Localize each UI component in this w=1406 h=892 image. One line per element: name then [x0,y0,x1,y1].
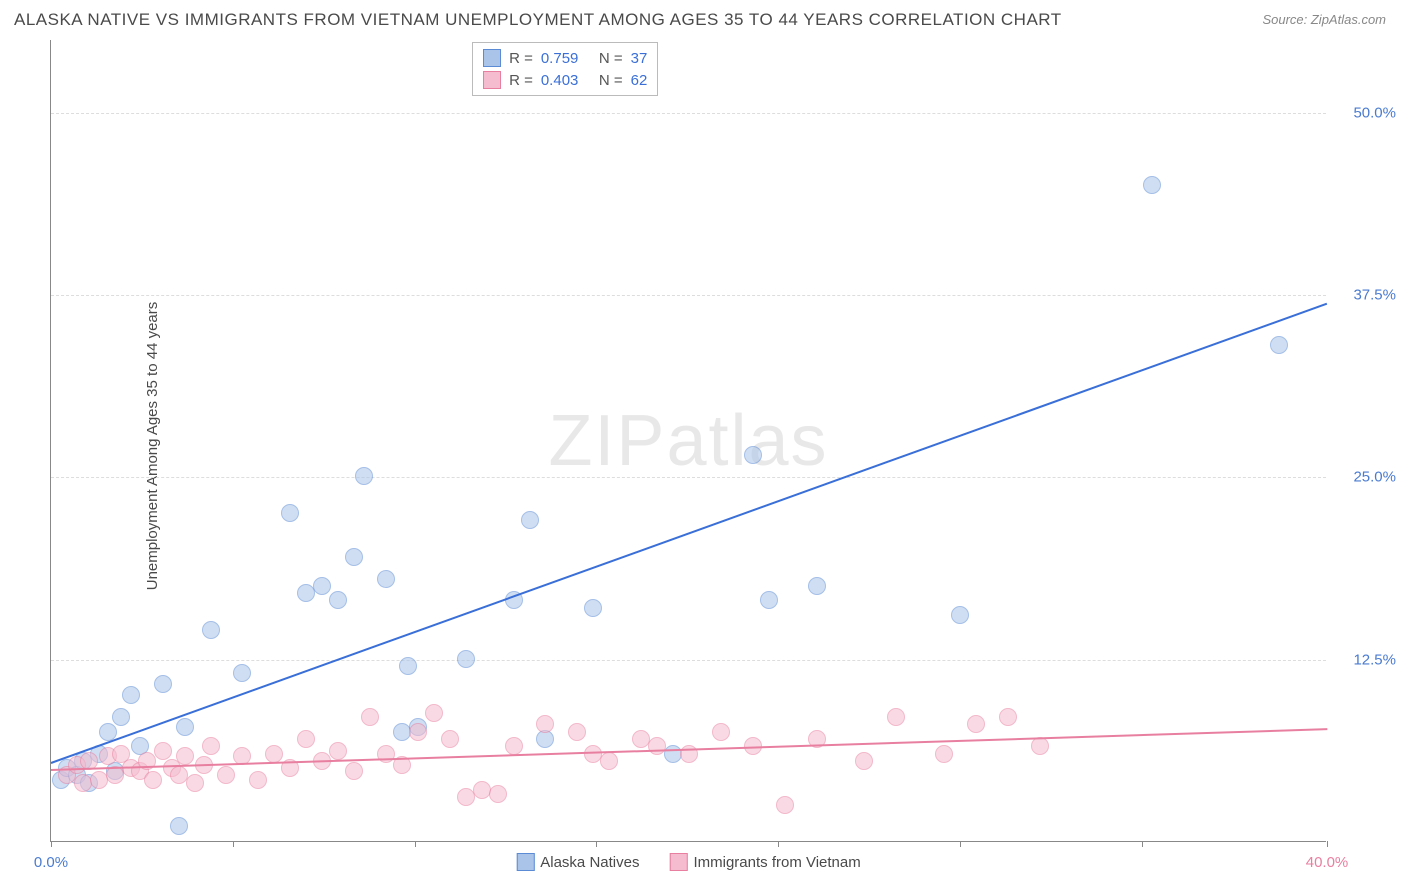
x-tick [778,841,779,847]
scatter-point [176,747,194,765]
scatter-point [648,737,666,755]
scatter-point [505,737,523,755]
scatter-point [144,771,162,789]
trend-line [51,303,1328,764]
scatter-point [935,745,953,763]
scatter-point [361,708,379,726]
legend-item: Immigrants from Vietnam [669,853,860,871]
watermark-atlas: atlas [666,401,828,481]
scatter-point [202,621,220,639]
scatter-plot-area: ZIPatlas 12.5%25.0%37.5%50.0%0.0%40.0%R … [50,40,1326,842]
scatter-point [425,704,443,722]
scatter-point [345,548,363,566]
scatter-point [233,664,251,682]
scatter-point [399,657,417,675]
scatter-point [855,752,873,770]
x-tick-label: 0.0% [34,854,68,871]
scatter-point [217,766,235,784]
legend-row: R = 0.403 N = 62 [483,69,647,91]
scatter-point [441,730,459,748]
scatter-point [1143,176,1161,194]
scatter-point [170,817,188,835]
legend-row: R = 0.759 N = 37 [483,47,647,69]
scatter-point [329,742,347,760]
x-tick [596,841,597,847]
source-attribution: Source: ZipAtlas.com [1262,12,1386,27]
x-tick [233,841,234,847]
scatter-point [409,723,427,741]
x-tick [415,841,416,847]
scatter-point [712,723,730,741]
legend-r-label: R = [509,50,533,67]
x-tick [960,841,961,847]
watermark-zip: ZIP [548,401,666,481]
legend-swatch [483,71,501,89]
legend-series-label: Alaska Natives [540,854,639,871]
scatter-point [489,785,507,803]
scatter-point [1270,336,1288,354]
legend-n-label: N = [599,72,623,89]
scatter-point [967,715,985,733]
legend-r-label: R = [509,72,533,89]
correlation-legend: R = 0.759 N = 37 R = 0.403 N = 62 [472,42,658,96]
scatter-point [265,745,283,763]
scatter-point [760,591,778,609]
scatter-point [600,752,618,770]
x-tick [1142,841,1143,847]
scatter-point [521,511,539,529]
scatter-point [176,718,194,736]
scatter-point [680,745,698,763]
scatter-point [999,708,1017,726]
y-tick-label: 37.5% [1336,287,1396,304]
scatter-point [112,708,130,726]
scatter-point [202,737,220,755]
y-tick-label: 12.5% [1336,651,1396,668]
scatter-point [887,708,905,726]
scatter-point [457,650,475,668]
legend-swatch [669,853,687,871]
y-tick-label: 25.0% [1336,469,1396,486]
scatter-point [808,577,826,595]
scatter-point [329,591,347,609]
scatter-point [355,467,373,485]
series-legend: Alaska Natives Immigrants from Vietnam [516,853,861,871]
legend-swatch [483,49,501,67]
x-tick [1327,841,1328,847]
watermark: ZIPatlas [548,400,828,482]
chart-title: ALASKA NATIVE VS IMMIGRANTS FROM VIETNAM… [14,10,1062,30]
gridline-h [51,660,1326,661]
scatter-point [744,446,762,464]
x-tick [51,841,52,847]
legend-n-label: N = [599,50,623,67]
legend-n-value: 37 [631,50,648,67]
scatter-point [345,762,363,780]
scatter-point [186,774,204,792]
scatter-point [776,796,794,814]
gridline-h [51,113,1326,114]
scatter-point [281,504,299,522]
x-tick-label: 40.0% [1306,854,1349,871]
scatter-point [122,686,140,704]
legend-series-label: Immigrants from Vietnam [693,854,860,871]
scatter-point [249,771,267,789]
legend-n-value: 62 [631,72,648,89]
gridline-h [51,477,1326,478]
scatter-point [584,599,602,617]
legend-item: Alaska Natives [516,853,639,871]
scatter-point [313,577,331,595]
scatter-point [154,742,172,760]
legend-swatch [516,853,534,871]
legend-r-value: 0.759 [541,50,591,67]
y-tick-label: 50.0% [1336,104,1396,121]
scatter-point [951,606,969,624]
scatter-point [297,730,315,748]
legend-r-value: 0.403 [541,72,591,89]
gridline-h [51,295,1326,296]
scatter-point [568,723,586,741]
scatter-point [377,570,395,588]
scatter-point [154,675,172,693]
scatter-point [1031,737,1049,755]
scatter-point [536,715,554,733]
